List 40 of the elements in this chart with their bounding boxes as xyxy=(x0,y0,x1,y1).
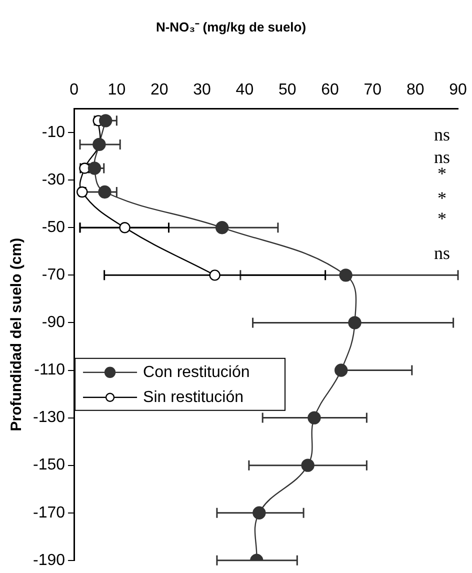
x-tick-label: 60 xyxy=(321,82,340,99)
x-tick-label: 70 xyxy=(364,82,382,99)
annotation: ns xyxy=(434,124,450,145)
x-tick-label: 50 xyxy=(278,82,296,99)
y-tick-label: -150 xyxy=(32,456,66,474)
point xyxy=(301,458,314,472)
y-tick-label: -190 xyxy=(32,552,66,569)
point xyxy=(209,270,220,281)
y-tick-label: -110 xyxy=(34,362,66,379)
x-tick-label: 10 xyxy=(108,82,126,99)
point xyxy=(119,222,130,234)
point xyxy=(339,268,352,282)
annotation: * xyxy=(438,188,446,208)
x-tick-label: 80 xyxy=(406,82,424,99)
y-tick-label: -170 xyxy=(32,504,66,522)
legend-label: Con restitución xyxy=(143,364,250,381)
annotation: * xyxy=(438,208,446,229)
point xyxy=(334,364,348,377)
x-tick-label: 30 xyxy=(193,82,212,99)
y-tick-label: -50 xyxy=(42,219,66,236)
point xyxy=(215,221,229,234)
y-tick-label: -90 xyxy=(42,314,66,332)
point xyxy=(98,185,112,199)
x-tick-label: 0 xyxy=(70,82,79,99)
x-tick-label: 90 xyxy=(449,82,467,99)
y-axis-title: Profundidad del suelo (cm) xyxy=(8,238,26,432)
chart-title: N-NO₃⁻ (mg/kg de suelo) xyxy=(156,19,306,34)
y-tick-label: -130 xyxy=(32,409,66,426)
annotation: ns xyxy=(434,242,450,263)
point xyxy=(252,506,266,520)
legend-label: Sin restitución xyxy=(143,388,244,406)
x-tick-label: 40 xyxy=(236,82,254,99)
x-tick-label: 20 xyxy=(150,82,168,99)
point xyxy=(348,316,362,330)
y-tick-label: -70 xyxy=(42,266,66,284)
point xyxy=(98,114,112,128)
y-tick-label: -10 xyxy=(42,124,66,141)
point xyxy=(308,411,321,424)
point xyxy=(88,162,102,175)
y-tick-label: -30 xyxy=(42,172,66,189)
